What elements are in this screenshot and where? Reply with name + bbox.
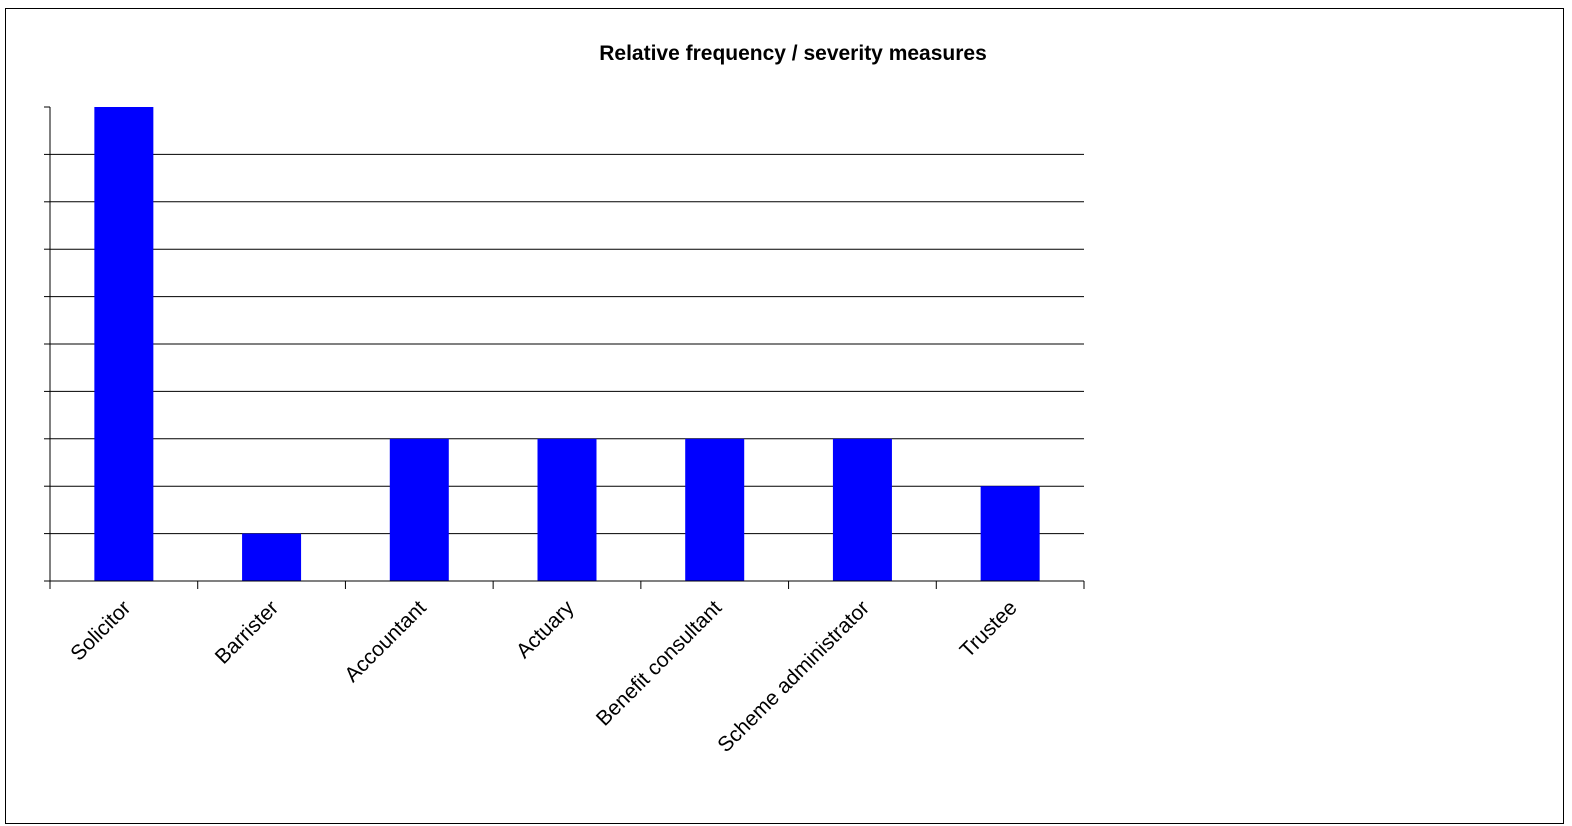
bar-benefit-consultant (685, 438, 745, 581)
bar-solicitor (94, 107, 154, 581)
x-tick-label: Trustee (956, 596, 1022, 662)
x-tick-label: Actuary (512, 596, 579, 663)
axes (44, 106, 1085, 589)
bar-accountant (389, 438, 449, 581)
x-tick-label: Scheme administrator (713, 596, 874, 757)
x-tick-label: Solicitor (66, 596, 135, 665)
bar-scheme-administrator (832, 438, 892, 581)
bar-actuary (537, 438, 597, 581)
x-tick-label: Accountant (340, 596, 431, 687)
x-tick-label: Barrister (211, 596, 283, 668)
chart-frame (5, 8, 1564, 824)
bar-barrister (242, 533, 302, 581)
bars (94, 107, 1040, 581)
bar-trustee (980, 486, 1040, 581)
x-tick-label: Benefit consultant (592, 596, 726, 730)
category-labels: Solicitor Barrister Accountant Actuary Benef… (66, 596, 1021, 757)
chart-title: Relative frequency / severity measures (599, 42, 987, 65)
gridlines (50, 153, 1084, 535)
